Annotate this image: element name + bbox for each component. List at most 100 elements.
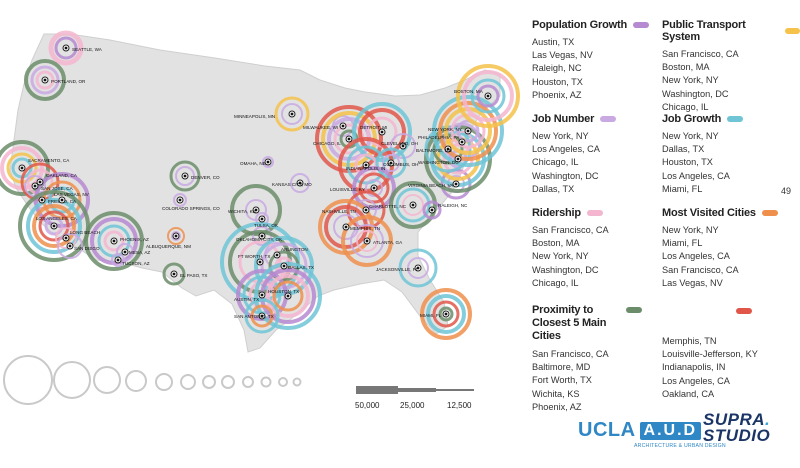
legend-title: Population Growth (532, 19, 627, 31)
city-label: AUSTIN, TX (234, 297, 259, 302)
city-ring (266, 274, 310, 318)
legend-city-list: New York, NY Dallas, TX Houston, TX Los … (662, 130, 743, 196)
city-dot-center (112, 239, 116, 243)
size-scale-circle (3, 355, 53, 405)
legend-city: Washington, DC (532, 264, 599, 275)
legend-city: Washington, DC (662, 88, 729, 99)
supra-dot: . (765, 410, 771, 429)
city-label: OKLAHOMA CITY, OK (236, 237, 283, 242)
city-dot-center (401, 144, 405, 148)
city-dot-center (178, 198, 182, 202)
city-ring (281, 103, 303, 125)
city-ring (54, 36, 78, 60)
city-ring (432, 300, 460, 328)
legend-city: Memphis, TN (662, 336, 717, 346)
city-label: ATLANTA, GA (373, 240, 403, 245)
size-scale-circle (242, 376, 254, 388)
city-ring (254, 262, 322, 330)
city-ring (462, 70, 514, 122)
city-ring (402, 194, 424, 216)
legend-city: Indianapolis, IN (662, 362, 726, 373)
city-label: TUCSON, AZ (122, 261, 150, 266)
size-scale-circle (93, 366, 121, 394)
city-dot-center (298, 181, 302, 185)
city-label: SAN JOSE, CA (41, 186, 74, 191)
city-label: LOUISVILLE, KY (330, 187, 365, 192)
city-ring (0, 140, 50, 196)
city-label: SAN ANTONIO, TX (234, 314, 274, 319)
legend-city: Oakland, CA (662, 388, 715, 399)
legend-swatch (632, 22, 649, 28)
legend-city-list: Memphis, TN Louisville-Jefferson, KY Ind… (662, 335, 758, 401)
scale-bar-thick (356, 386, 398, 394)
city-label: COLUMBUS, OH (383, 162, 418, 167)
legend-population-growth: Population Growth Austin, TX Las Vegas, … (532, 19, 649, 102)
legend-city: San Francisco, CA (532, 349, 609, 359)
city-dot-center (172, 272, 176, 276)
city-ring (84, 211, 144, 271)
city-label: PORTLAND, OR (51, 79, 86, 84)
city-dot-center (486, 94, 490, 98)
city-label: TULSA, OK (254, 223, 279, 228)
city-label: LAS VEGAS, NV (54, 192, 90, 197)
city-dot-center (466, 129, 470, 133)
legend-unlabeled-red: Memphis, TN Louisville-Jefferson, KY Ind… (662, 304, 758, 401)
city-dot-center (364, 208, 368, 212)
city-ring (57, 233, 83, 259)
aud-subtitle: ARCHITECTURE & URBAN DESIGN (634, 443, 726, 449)
city-ring (55, 227, 77, 249)
city-ring (111, 253, 125, 267)
scale-bar-thin (436, 389, 474, 391)
city-label: SEATTLE, WA (72, 47, 103, 52)
legend-city: New York, NY (662, 131, 719, 141)
city-ring (407, 257, 429, 279)
city-dot-center (260, 293, 264, 297)
city-label: DENVER, CO (191, 175, 220, 180)
city-label: OMAHA, NE (240, 161, 266, 166)
aud-wordmark: A.U.D (639, 421, 702, 440)
city-dot-center (260, 217, 264, 221)
ucla-wordmark: UCLA (578, 419, 636, 441)
city-ring (422, 200, 442, 220)
city-dot-center (116, 258, 120, 262)
city-label: WASHINGTON, DC (418, 160, 459, 165)
city-label: JACKSONVILLE, FL (376, 267, 419, 272)
city-label: SACRAMENTO, CA (28, 158, 70, 163)
legend-ridership: Ridership San Francisco, CA Boston, MA N… (532, 207, 609, 290)
legend-city: Fort Worth, TX (532, 375, 592, 386)
size-scale-circle (260, 376, 272, 388)
legend-city: New York, NY (532, 251, 589, 262)
city-dot-center (40, 198, 44, 202)
legend-city-list: San Francisco, CA Boston, MA New York, N… (662, 48, 800, 114)
city-dot-center (38, 180, 42, 184)
legend-city: Dallas, TX (662, 144, 705, 155)
legend-city: Dallas, TX (532, 183, 575, 194)
supra-wordmark: SUPRA (703, 410, 766, 429)
city-ring (169, 160, 201, 192)
city-dot-center (460, 140, 464, 144)
legend-city: Louisville-Jefferson, KY (662, 349, 758, 360)
city-dot-center (365, 239, 369, 243)
city-ring (438, 306, 454, 322)
city-ring (171, 231, 181, 241)
city-ring (167, 227, 185, 245)
city-ring (476, 84, 500, 108)
city-dot-center (446, 147, 450, 151)
legend-city: Los Angeles, CA (532, 144, 600, 155)
legend-city: New York, NY (532, 131, 589, 141)
legend-city: San Francisco, CA (532, 225, 609, 235)
city-dot-center (64, 236, 68, 240)
city-ring (48, 30, 84, 66)
city-label: MIAMI, FL (420, 313, 442, 318)
city-label: PHOENIX, AZ (120, 237, 149, 242)
legend-city: Chicago, IL (662, 101, 709, 112)
scale-label: 25,000 (400, 401, 425, 410)
city-ring (438, 101, 498, 161)
legend-swatch (586, 210, 603, 216)
legend-city: Austin, TX (532, 37, 575, 47)
city-dot-center (33, 184, 37, 188)
city-ring (162, 262, 186, 286)
legend-most-visited: Most Visited Cities New York, NY Miami, … (662, 207, 778, 290)
city-dot-center (364, 163, 368, 167)
city-dot-center (258, 260, 262, 264)
